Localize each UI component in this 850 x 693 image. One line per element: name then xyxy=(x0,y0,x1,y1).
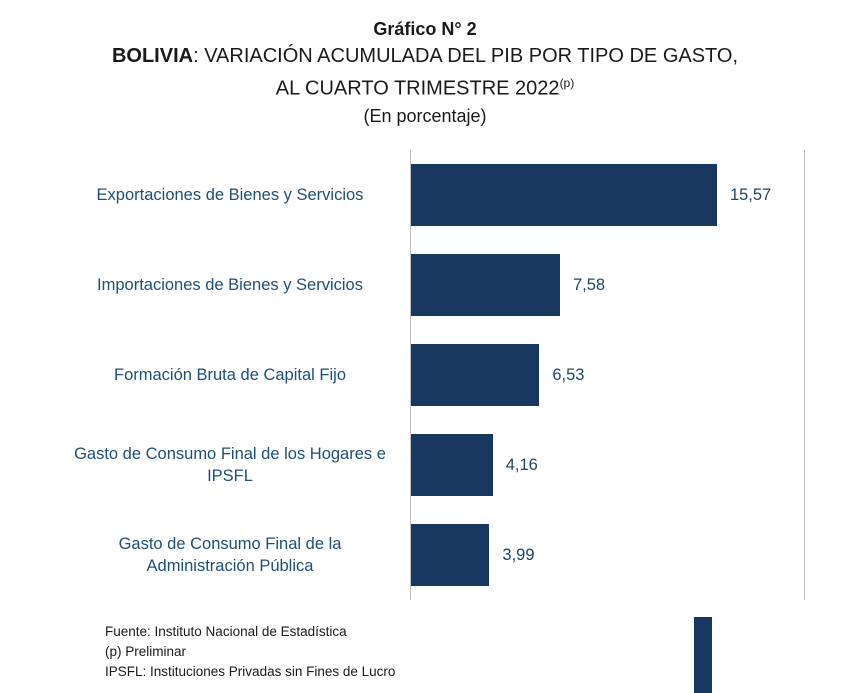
value-label: 15,57 xyxy=(729,185,772,204)
bar xyxy=(411,434,493,496)
category-label: Exportaciones de Bienes y Servicios xyxy=(96,186,364,204)
bar xyxy=(411,254,560,316)
chart-title: BOLIVIA: VARIACIÓN ACUMULADA DEL PIB POR… xyxy=(0,43,850,70)
source-note-line: Fuente: Instituto Nacional de Estadístic… xyxy=(105,624,347,639)
value-label: 4,16 xyxy=(505,455,538,474)
value-label: 7,58 xyxy=(572,275,606,294)
value-label: 6,53 xyxy=(552,365,585,384)
plot-area: 4,16 xyxy=(410,420,805,510)
chart-title-rest: : VARIACIÓN ACUMULADA DEL PIB POR TIPO D… xyxy=(193,45,739,67)
chart-row: Exportaciones de Bienes y Servicios 15,5… xyxy=(40,150,805,240)
chart-row: Gasto de Consumo Final de la Administrac… xyxy=(40,510,805,600)
source-note-line: IPSFL: Instituciones Privadas sin Fines … xyxy=(105,664,396,679)
source-notes: Fuente: Instituto Nacional de Estadístic… xyxy=(105,622,395,682)
units-label: (En porcentaje) xyxy=(363,105,487,126)
plot-area: 3,99 xyxy=(410,510,805,600)
bar xyxy=(411,524,490,586)
chart-title-bold: BOLIVIA xyxy=(111,45,194,67)
bar xyxy=(411,344,540,406)
plot-area: 7,58 xyxy=(410,240,805,330)
source-note-line: (p) Preliminar xyxy=(105,644,187,659)
bar-chart: Exportaciones de Bienes y Servicios 15,5… xyxy=(40,150,805,600)
preliminary-superscript: (p) xyxy=(559,76,575,90)
decorative-corner-bar xyxy=(694,617,712,693)
category-label: Gasto de Consumo Final de los Hogares e … xyxy=(74,445,386,485)
chart-row: Importaciones de Bienes y Servicios 7,58 xyxy=(40,240,805,330)
chart-row: Formación Bruta de Capital Fijo 6,53 xyxy=(40,330,805,420)
chart-subtitle: AL CUARTO TRIMESTRE 2022(p) xyxy=(275,76,575,100)
chart-number-title: Gráfico N° 2 xyxy=(373,19,477,39)
category-label: Gasto de Consumo Final de la Administrac… xyxy=(118,535,342,575)
category-label: Importaciones de Bienes y Servicios xyxy=(97,276,363,294)
plot-area: 6,53 xyxy=(410,330,805,420)
plot-area: 15,57 xyxy=(410,150,805,240)
chart-row: Gasto de Consumo Final de los Hogares e … xyxy=(40,420,805,510)
category-label: Formación Bruta de Capital Fijo xyxy=(113,366,346,384)
value-label: 3,99 xyxy=(502,545,535,564)
bar xyxy=(411,164,717,226)
chart-heading: Gráfico N° 2 BOLIVIA: VARIACIÓN ACUMULAD… xyxy=(0,0,850,130)
